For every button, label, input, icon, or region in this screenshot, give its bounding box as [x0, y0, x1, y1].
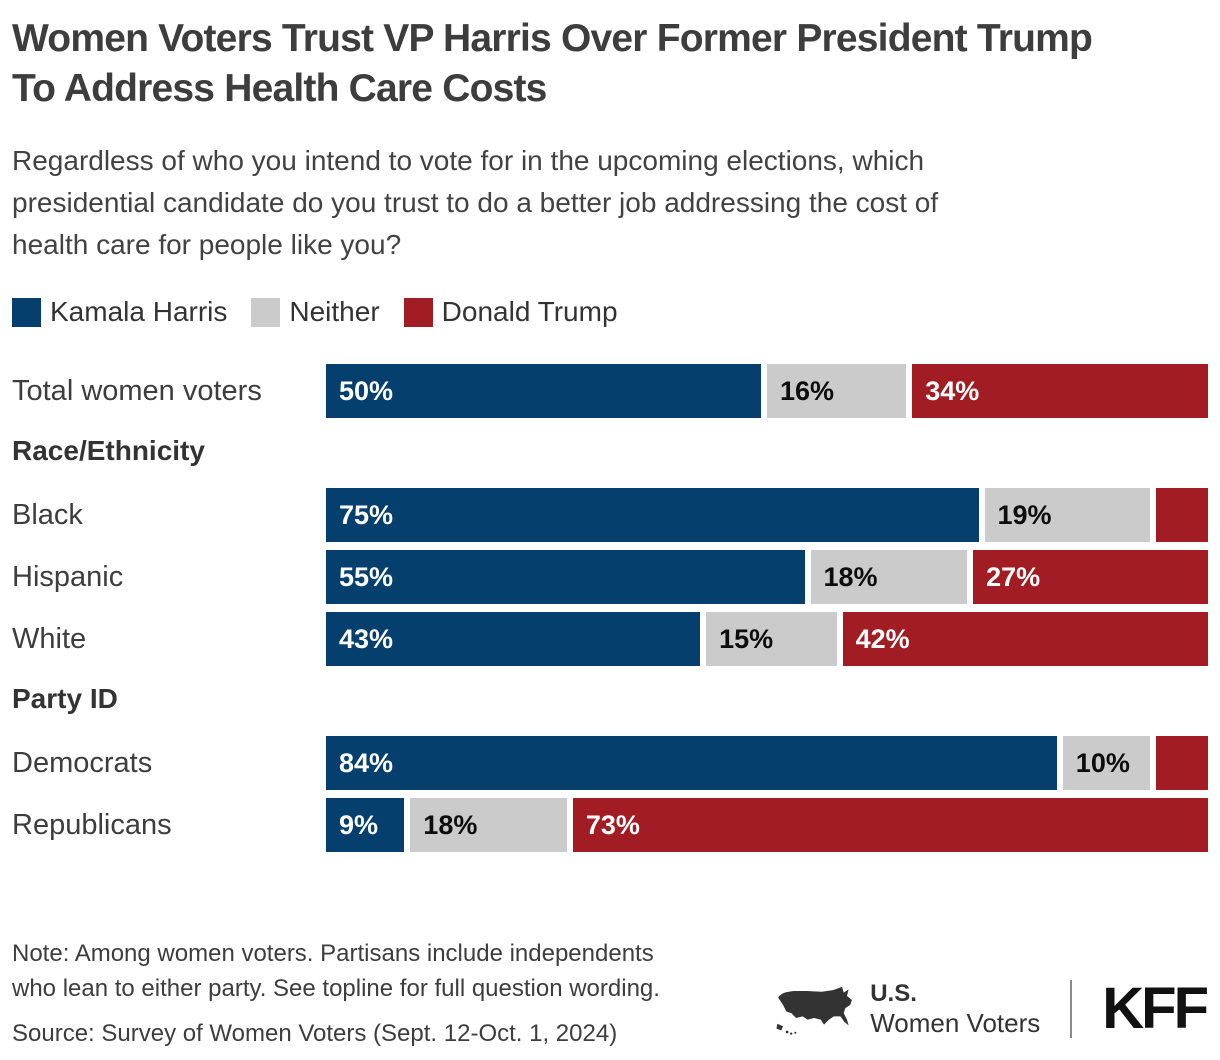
section-header-party-id: Party ID	[12, 683, 118, 714]
bar-track: 84% 10%	[326, 736, 1208, 790]
segment-value: 84%	[339, 747, 394, 778]
segment-value: 43%	[339, 623, 394, 654]
segment-value: 15%	[719, 623, 774, 654]
neither-segment: 18%	[410, 798, 567, 852]
page-title: Women Voters Trust VP Harris Over Former…	[12, 17, 1093, 110]
segment-value: 27%	[986, 561, 1041, 592]
bar-row-republicans: Republicans 9% 18% 73%	[12, 798, 1208, 852]
neither-segment: 16%	[767, 364, 907, 418]
segment-value: 73%	[585, 809, 640, 840]
brand-divider	[1070, 980, 1073, 1038]
row-label: Democrats	[12, 746, 153, 779]
stacked-bar-chart: Total women voters 50% 16% 34% Race/Ethn…	[12, 364, 1208, 852]
us-map-icon	[776, 986, 853, 1035]
brand-line1: U.S.	[870, 980, 917, 1007]
trump-swatch-icon	[403, 297, 433, 327]
chart-subtitle-question: Regardless of who you intend to vote for…	[12, 145, 939, 260]
neither-segment: 10%	[1062, 736, 1150, 790]
source-text: Source: Survey of Women Voters (Sept. 12…	[12, 1020, 618, 1047]
segment-value: 55%	[339, 561, 394, 592]
bar-row-black: Black 75% 19%	[12, 488, 1208, 542]
segment-value: 16%	[780, 375, 835, 406]
row-label: Hispanic	[12, 560, 124, 593]
neither-swatch-icon	[251, 297, 281, 327]
neither-segment: 18%	[810, 550, 968, 604]
trump-segment	[1155, 736, 1208, 790]
trump-segment: 73%	[572, 798, 1208, 852]
trump-segment	[1155, 488, 1208, 542]
segment-value: 18%	[423, 809, 478, 840]
brand-text: U.S. Women Voters	[870, 980, 1040, 1038]
trump-segment: 42%	[842, 612, 1208, 666]
bar-row-hispanic: Hispanic 55% 18% 27%	[12, 550, 1208, 604]
neither-segment: 19%	[984, 488, 1150, 542]
legend-item-neither: Neither	[251, 296, 380, 328]
segment-value: 34%	[925, 375, 980, 406]
row-label: Black	[12, 498, 83, 531]
segment-value: 9%	[339, 809, 379, 840]
legend: Kamala Harris Neither Donald Trump	[12, 296, 1208, 328]
legend-label: Kamala Harris	[50, 296, 228, 327]
row-label: Total women voters	[12, 374, 262, 407]
bar-track: 50% 16% 34%	[326, 364, 1208, 418]
legend-item-harris: Kamala Harris	[12, 296, 227, 328]
note-text: Note: Among women voters. Partisans incl…	[12, 940, 660, 1002]
row-label: Republicans	[12, 808, 172, 841]
trump-segment: 27%	[973, 550, 1208, 604]
bar-row-white: White 43% 15% 42%	[12, 612, 1208, 666]
harris-segment: 55%	[326, 550, 805, 604]
segment-value: 10%	[1075, 747, 1130, 778]
footnotes: Note: Among women voters. Partisans incl…	[12, 936, 660, 1051]
harris-segment: 43%	[326, 612, 701, 666]
row-label: White	[12, 622, 87, 655]
segment-value: 42%	[855, 623, 910, 654]
segment-value: 18%	[823, 561, 878, 592]
bar-track: 75% 19%	[326, 488, 1208, 542]
bar-track: 55% 18% 27%	[326, 550, 1208, 604]
neither-segment: 15%	[706, 612, 837, 666]
bar-row-democrats: Democrats 84% 10%	[12, 736, 1208, 790]
bar-row-total-women-voters: Total women voters 50% 16% 34%	[12, 364, 1208, 418]
chart-card: Women Voters Trust VP Harris Over Former…	[0, 14, 1220, 852]
brand-line2: Women Voters	[870, 1008, 1041, 1038]
brand-footer: U.S. Women Voters KFF	[774, 976, 1209, 1041]
harris-segment: 84%	[326, 736, 1057, 790]
bar-track: 9% 18% 73%	[326, 798, 1208, 852]
segment-value: 50%	[339, 375, 394, 406]
legend-item-trump: Donald Trump	[403, 296, 618, 328]
harris-segment: 9%	[326, 798, 405, 852]
segment-value: 19%	[997, 499, 1052, 530]
harris-segment: 50%	[326, 364, 761, 418]
harris-segment: 75%	[326, 488, 979, 542]
kff-logo: KFF	[1102, 976, 1209, 1041]
harris-swatch-icon	[12, 297, 41, 327]
section-header-race-ethnicity: Race/Ethnicity	[12, 435, 205, 466]
segment-value: 75%	[339, 499, 394, 530]
legend-label: Donald Trump	[441, 296, 618, 327]
trump-segment: 34%	[912, 364, 1208, 418]
legend-label: Neither	[289, 296, 380, 327]
bar-track: 43% 15% 42%	[326, 612, 1208, 666]
